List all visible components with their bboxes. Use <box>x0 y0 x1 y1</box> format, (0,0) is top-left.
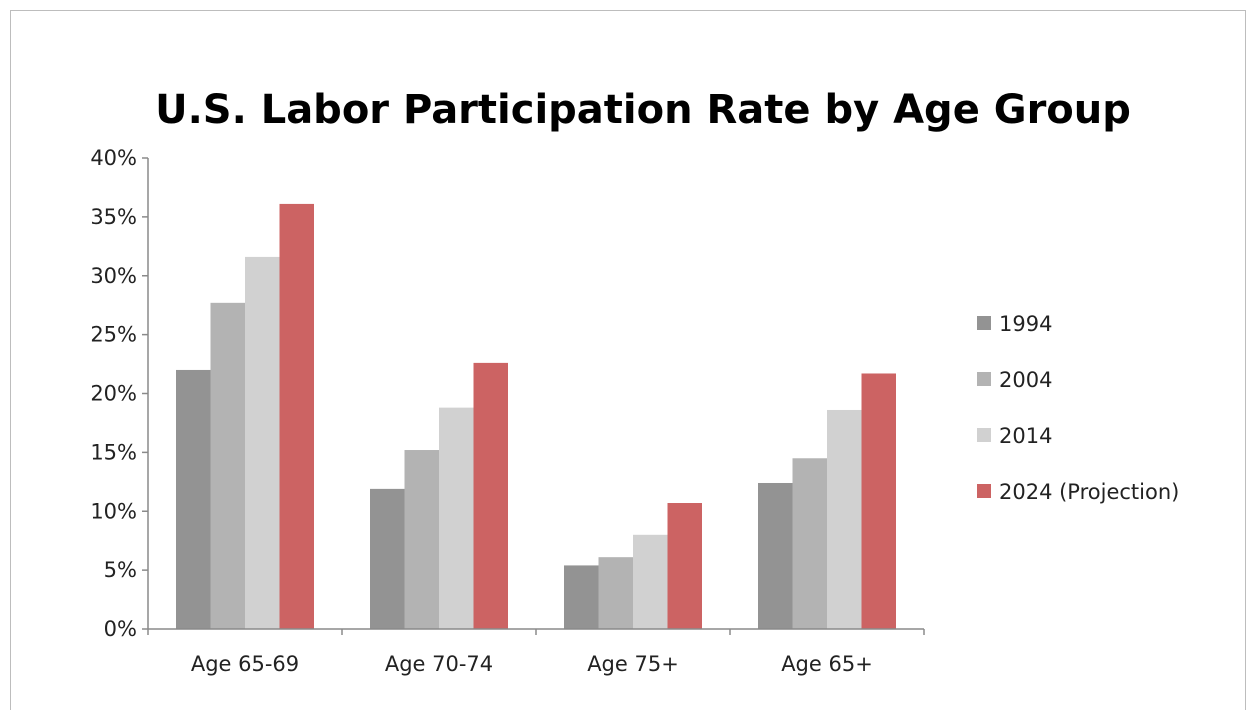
x-tick-label: Age 65+ <box>781 652 873 676</box>
x-tick-label: Age 65-69 <box>191 652 299 676</box>
y-tick-label: 40% <box>90 146 137 170</box>
bar-age-65-69-1994 <box>176 369 211 629</box>
x-tick-label: Age 75+ <box>587 652 679 676</box>
y-tick-label: 25% <box>90 323 137 347</box>
legend-swatch <box>977 484 991 498</box>
legend-label: 2004 <box>999 368 1052 392</box>
bars-group <box>176 203 896 630</box>
bar-age-75--1994 <box>564 565 599 629</box>
y-tick-label: 10% <box>90 499 137 523</box>
y-tick-label: 35% <box>90 205 137 229</box>
bar-age-65--2024-projection- <box>861 373 896 629</box>
axes-group: 0% 5% 10% 15% 20% 25% 30% 35% 40% Age 65-69 Age 70… <box>90 146 925 676</box>
legend: 1994 2004 2014 2024 (Projection) <box>977 312 1179 504</box>
bar-age-70-74-2024-projection- <box>473 362 508 629</box>
chart-frame <box>10 10 1246 710</box>
bar-age-65--2014 <box>827 409 862 629</box>
bar-age-75--2004 <box>598 557 633 629</box>
bar-age-70-74-1994 <box>370 488 405 629</box>
y-tick-label: 20% <box>90 382 137 406</box>
bar-age-75--2014 <box>633 534 668 629</box>
bar-age-65-69-2024-projection- <box>279 203 314 630</box>
legend-swatch <box>977 316 991 330</box>
legend-swatch <box>977 372 991 386</box>
bar-age-65--2004 <box>792 458 827 629</box>
bar-age-65-69-2014 <box>245 256 280 629</box>
y-tick-label: 0% <box>104 617 137 641</box>
legend-label: 2014 <box>999 424 1052 448</box>
legend-label: 2024 (Projection) <box>999 480 1179 504</box>
bar-age-65--1994 <box>758 482 793 629</box>
y-tick-label: 15% <box>90 440 137 464</box>
bar-age-65-69-2004 <box>210 302 245 629</box>
legend-label: 1994 <box>999 312 1052 336</box>
bar-age-70-74-2004 <box>404 450 439 629</box>
bar-age-75--2024-projection- <box>667 503 702 629</box>
legend-swatch <box>977 428 991 442</box>
y-tick-label: 5% <box>104 558 137 582</box>
x-tick-label: Age 70-74 <box>385 652 493 676</box>
chart-title: U.S. Labor Participation Rate by Age Gro… <box>155 87 1131 133</box>
y-tick-label: 30% <box>90 264 137 288</box>
bar-age-70-74-2014 <box>439 407 474 629</box>
